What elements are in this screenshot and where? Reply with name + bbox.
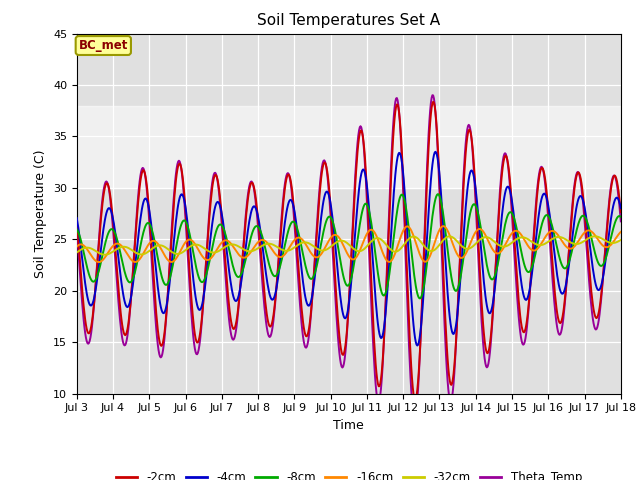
-4cm [223, 247, 230, 253]
-32cm [617, 237, 625, 243]
-32cm [431, 246, 439, 252]
-2cm [429, 99, 437, 105]
Theta_Temp [433, 120, 440, 126]
Line: Theta_Temp: Theta_Temp [77, 95, 621, 417]
Theta_Temp [617, 218, 625, 224]
-16cm [431, 238, 439, 243]
-32cm [101, 252, 109, 258]
-8cm [434, 191, 442, 197]
-4cm [139, 203, 147, 208]
Line: -32cm: -32cm [77, 236, 621, 255]
-2cm [139, 168, 147, 174]
-8cm [194, 272, 202, 277]
-16cm [439, 223, 447, 229]
Line: -16cm: -16cm [77, 226, 621, 262]
-2cm [411, 397, 419, 403]
-4cm [416, 336, 424, 341]
X-axis label: Time: Time [333, 419, 364, 432]
-8cm [139, 233, 147, 239]
Line: -4cm: -4cm [77, 152, 621, 346]
-16cm [416, 251, 424, 257]
-32cm [591, 233, 599, 239]
-4cm [617, 205, 625, 211]
Line: -8cm: -8cm [77, 194, 621, 299]
-16cm [223, 238, 231, 243]
-16cm [95, 259, 102, 265]
Theta_Temp [139, 165, 147, 171]
Theta_Temp [410, 414, 418, 420]
Theta_Temp [416, 359, 424, 364]
-2cm [83, 326, 90, 332]
-4cm [194, 305, 202, 311]
Bar [77, 106, 621, 188]
-8cm [617, 214, 625, 220]
-2cm [617, 209, 625, 215]
-8cm [223, 236, 230, 241]
-8cm [416, 296, 424, 301]
-32cm [140, 252, 147, 257]
Title: Soil Temperatures Set A: Soil Temperatures Set A [257, 13, 440, 28]
-2cm [194, 339, 202, 345]
-32cm [83, 245, 90, 251]
-4cm [413, 343, 421, 348]
-32cm [73, 250, 81, 255]
Theta_Temp [73, 226, 81, 232]
-32cm [223, 243, 231, 249]
Y-axis label: Soil Temperature (C): Soil Temperature (C) [35, 149, 47, 278]
-16cm [73, 244, 81, 250]
-16cm [83, 246, 90, 252]
Theta_Temp [223, 289, 230, 295]
-2cm [73, 218, 81, 224]
Legend: -2cm, -4cm, -8cm, -16cm, -32cm, Theta_Temp: -2cm, -4cm, -8cm, -16cm, -32cm, Theta_Te… [111, 466, 587, 480]
-32cm [195, 242, 202, 248]
Theta_Temp [194, 350, 202, 356]
Line: -2cm: -2cm [77, 102, 621, 400]
-2cm [433, 118, 440, 123]
-8cm [415, 295, 422, 300]
-2cm [416, 356, 424, 362]
-16cm [140, 251, 147, 256]
-8cm [73, 227, 81, 232]
-4cm [431, 149, 439, 155]
-4cm [83, 290, 90, 296]
-4cm [433, 150, 440, 156]
-8cm [431, 196, 439, 202]
Theta_Temp [83, 338, 90, 344]
Text: BC_met: BC_met [79, 39, 128, 52]
-2cm [223, 276, 230, 281]
-16cm [195, 247, 202, 253]
-4cm [73, 216, 81, 221]
-32cm [416, 238, 424, 243]
-16cm [617, 229, 625, 235]
-8cm [83, 263, 90, 268]
Theta_Temp [429, 92, 436, 98]
